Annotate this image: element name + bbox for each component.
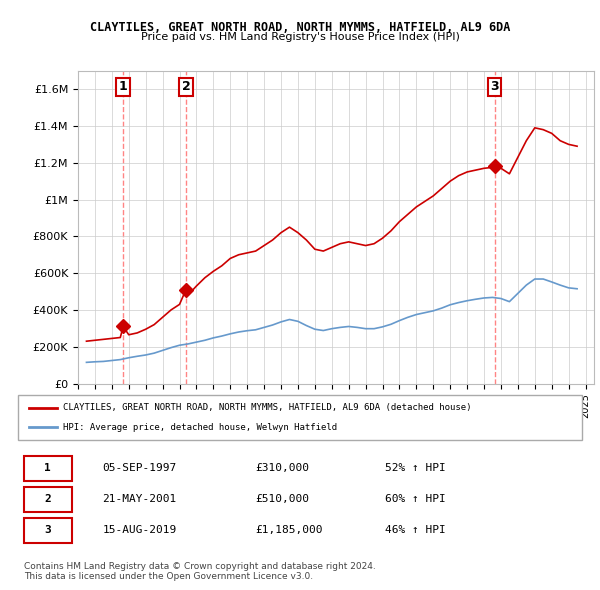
- Text: 2: 2: [44, 494, 51, 504]
- FancyBboxPatch shape: [23, 455, 71, 480]
- Text: 1: 1: [44, 463, 51, 473]
- Text: 3: 3: [490, 80, 499, 93]
- Text: HPI: Average price, detached house, Welwyn Hatfield: HPI: Average price, detached house, Welw…: [63, 422, 337, 432]
- Text: £310,000: £310,000: [255, 463, 309, 473]
- Text: Price paid vs. HM Land Registry's House Price Index (HPI): Price paid vs. HM Land Registry's House …: [140, 32, 460, 42]
- Text: £1,185,000: £1,185,000: [255, 525, 322, 535]
- Text: 46% ↑ HPI: 46% ↑ HPI: [385, 525, 445, 535]
- Text: 2: 2: [182, 80, 190, 93]
- Text: Contains HM Land Registry data © Crown copyright and database right 2024.: Contains HM Land Registry data © Crown c…: [24, 562, 376, 571]
- Text: 05-SEP-1997: 05-SEP-1997: [103, 463, 177, 473]
- FancyBboxPatch shape: [18, 395, 582, 440]
- Text: 15-AUG-2019: 15-AUG-2019: [103, 525, 177, 535]
- Text: 21-MAY-2001: 21-MAY-2001: [103, 494, 177, 504]
- Text: CLAYTILES, GREAT NORTH ROAD, NORTH MYMMS, HATFIELD, AL9 6DA (detached house): CLAYTILES, GREAT NORTH ROAD, NORTH MYMMS…: [63, 403, 472, 412]
- Text: This data is licensed under the Open Government Licence v3.0.: This data is licensed under the Open Gov…: [24, 572, 313, 581]
- Text: 3: 3: [44, 525, 51, 535]
- Text: 60% ↑ HPI: 60% ↑ HPI: [385, 494, 445, 504]
- Text: £510,000: £510,000: [255, 494, 309, 504]
- FancyBboxPatch shape: [23, 487, 71, 512]
- Text: 52% ↑ HPI: 52% ↑ HPI: [385, 463, 445, 473]
- Text: CLAYTILES, GREAT NORTH ROAD, NORTH MYMMS, HATFIELD, AL9 6DA: CLAYTILES, GREAT NORTH ROAD, NORTH MYMMS…: [90, 21, 510, 34]
- FancyBboxPatch shape: [23, 518, 71, 543]
- Text: 1: 1: [119, 80, 128, 93]
